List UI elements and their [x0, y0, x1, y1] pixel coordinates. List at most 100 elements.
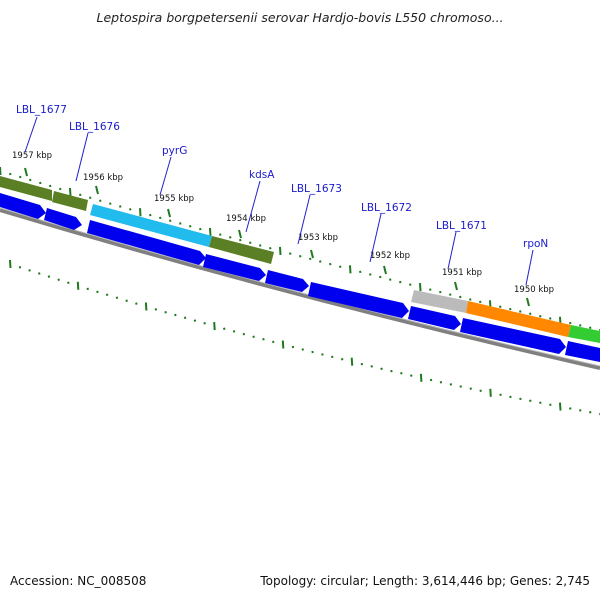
tick-mark: [279, 246, 282, 255]
gene-feature-next[interactable]: [568, 325, 600, 343]
gene-arrow[interactable]: [265, 270, 309, 292]
tick-mark: [69, 187, 72, 196]
tick-mark: [79, 193, 82, 197]
gene-label-layer: LBL_1677 LBL_1676 pyrG kdsA LBL_1673 LBL…: [16, 104, 548, 286]
tick-mark: [9, 172, 12, 176]
tick-mark: [359, 270, 362, 274]
tick-mark: [469, 298, 472, 301]
gene-arrow[interactable]: [408, 306, 461, 330]
tick-mark: [189, 225, 192, 228]
gene-label-rpon[interactable]: rpoN: [523, 238, 548, 250]
tick-mark: [291, 345, 295, 349]
tick-mark: [174, 313, 177, 317]
tick-mark: [169, 219, 172, 222]
tick-mark: [549, 317, 552, 320]
gene-arrow[interactable]: [203, 254, 266, 281]
tick-mark: [249, 241, 252, 245]
tick-mark: [579, 324, 582, 327]
gene-arrow[interactable]: [44, 208, 82, 230]
tick-mark: [289, 252, 292, 255]
kbp-tick-label: 1952 kbp: [370, 251, 410, 261]
tick-mark: [125, 299, 128, 302]
tick-mark: [0, 166, 2, 176]
gene-arrow[interactable]: [0, 193, 46, 219]
tick-mark: [28, 269, 31, 272]
tick-mark: [429, 288, 432, 291]
tick-mark: [390, 369, 393, 373]
tick-mark: [370, 365, 373, 368]
gene-label-lbl-1673[interactable]: LBL_1673: [291, 183, 342, 195]
kbp-scale: 1957 kbp 1956 kbp 1955 kbp 1954 kbp 1953…: [12, 151, 554, 307]
tick-mark: [18, 265, 22, 269]
gene-label-pyrg[interactable]: pyrG: [162, 145, 187, 157]
tick-mark: [449, 383, 453, 386]
tick-mark: [38, 272, 41, 275]
tick-mark: [99, 199, 102, 202]
tick-mark: [159, 216, 162, 220]
tick-mark: [259, 244, 262, 247]
tick-mark: [409, 283, 412, 286]
tick-mark: [96, 290, 99, 294]
tick-mark: [86, 287, 89, 291]
gene-label-lbl-1676[interactable]: LBL_1676: [69, 121, 120, 133]
gene-label-lbl-1677[interactable]: LBL_1677: [16, 104, 67, 116]
kbp-tick-label: 1953 kbp: [298, 233, 338, 243]
tick-mark: [311, 350, 314, 354]
outer-tick-ring: [0, 166, 600, 332]
tick-mark: [209, 227, 212, 236]
gene-label-kdsa[interactable]: kdsA: [249, 169, 275, 181]
tick-mark: [499, 393, 502, 397]
tick-mark: [219, 233, 222, 236]
gene-feature-green-1[interactable]: [0, 176, 52, 201]
tick-mark: [149, 213, 152, 217]
tick-mark: [589, 410, 592, 414]
tick-mark: [144, 302, 148, 311]
tick-mark: [57, 278, 60, 281]
gene-arrow-track: [0, 193, 600, 362]
kbp-tick-label: 1957 kbp: [12, 151, 52, 161]
gene-feature-pyrg[interactable]: [90, 204, 212, 247]
tick-mark: [154, 308, 158, 311]
tick-mark: [579, 409, 582, 412]
gene-feature-rpon[interactable]: [466, 301, 571, 337]
genome-backbone: [0, 208, 600, 370]
tick-mark: [429, 378, 433, 382]
gene-feature-kdsa[interactable]: [209, 236, 274, 264]
tick-mark: [203, 322, 206, 325]
accession-text: Accession: NC_008508: [10, 574, 147, 588]
genome-summary-text: Topology: circular; Length: 3,614,446 bp…: [260, 574, 590, 588]
tick-mark: [59, 187, 62, 191]
tick-mark: [299, 255, 302, 258]
tick-mark: [105, 293, 109, 297]
tick-mark: [252, 335, 255, 338]
gene-arrow[interactable]: [460, 318, 566, 354]
gene-arrow[interactable]: [565, 341, 600, 362]
tick-mark: [459, 385, 462, 388]
tick-mark: [479, 300, 482, 304]
tick-mark: [232, 330, 236, 333]
tick-mark: [350, 357, 354, 366]
tick-mark: [489, 388, 492, 397]
tick-mark: [410, 374, 413, 377]
tick-mark: [331, 355, 334, 359]
gene-arrow[interactable]: [308, 282, 409, 318]
tick-mark: [419, 283, 422, 292]
tick-mark: [135, 302, 138, 305]
tick-mark: [539, 314, 542, 318]
tick-mark: [281, 340, 285, 349]
tick-mark: [164, 310, 167, 314]
gene-feature-lbl-1671[interactable]: [411, 290, 468, 313]
tick-mark: [67, 281, 70, 285]
tick-mark: [459, 295, 462, 299]
gene-feature-green-2[interactable]: [52, 191, 88, 211]
tick-mark: [109, 202, 112, 205]
tick-mark: [213, 322, 216, 331]
tick-mark: [439, 380, 443, 384]
tick-mark: [539, 401, 542, 405]
kbp-tick-label: 1954 kbp: [226, 214, 266, 224]
tick-mark: [369, 273, 372, 276]
gene-label-lbl-1671[interactable]: LBL_1671: [436, 220, 487, 232]
gene-label-lbl-1672[interactable]: LBL_1672: [361, 202, 412, 214]
gene-arrow[interactable]: [87, 220, 206, 265]
